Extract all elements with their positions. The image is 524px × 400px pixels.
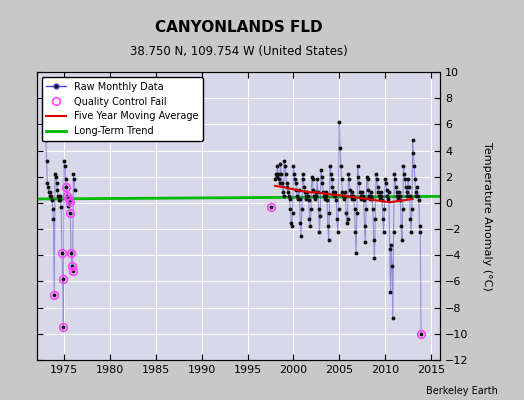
Text: CANYONLANDS FLD: CANYONLANDS FLD <box>155 20 322 34</box>
Y-axis label: Temperature Anomaly (°C): Temperature Anomaly (°C) <box>483 142 493 290</box>
Legend: Raw Monthly Data, Quality Control Fail, Five Year Moving Average, Long-Term Tren: Raw Monthly Data, Quality Control Fail, … <box>41 77 203 141</box>
Text: Berkeley Earth: Berkeley Earth <box>426 386 498 396</box>
Text: 38.750 N, 109.754 W (United States): 38.750 N, 109.754 W (United States) <box>129 44 347 58</box>
